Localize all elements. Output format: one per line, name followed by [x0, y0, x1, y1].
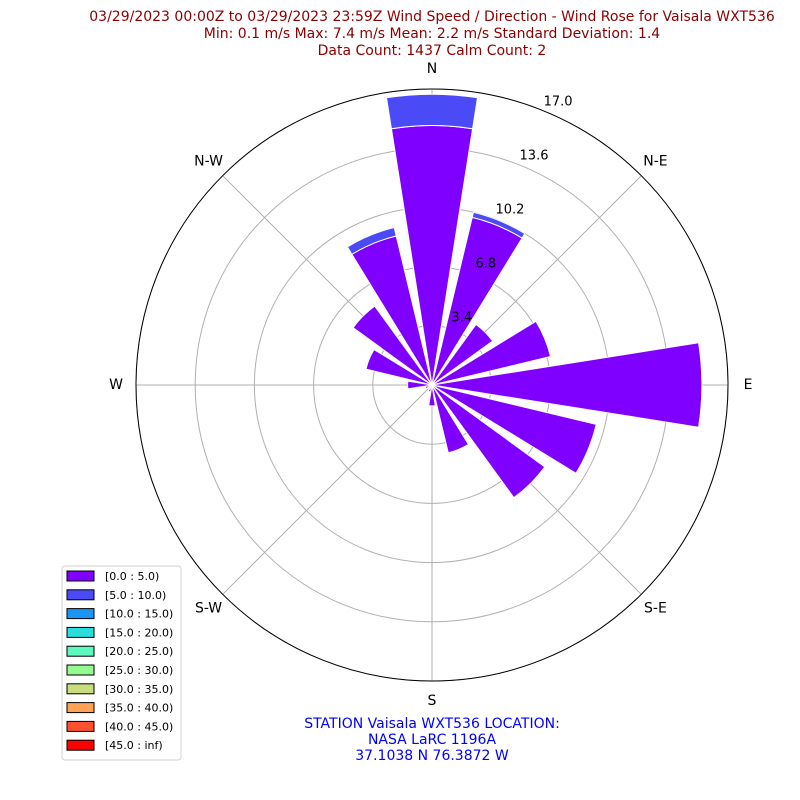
wind-bar: [352, 305, 433, 386]
direction-label: E: [744, 377, 753, 393]
chart-title: Data Count: 1437 Calm Count: 2: [318, 43, 547, 59]
wind-bar: [365, 348, 433, 386]
chart-title: Min: 0.1 m/s Max: 7.4 m/s Mean: 2.2 m/s …: [204, 26, 661, 42]
wind-bar: [431, 384, 546, 499]
legend-swatch: [66, 664, 95, 676]
legend-swatch: [66, 589, 95, 601]
legend-label: [0.0 : 5.0): [105, 570, 159, 583]
r-tick-label: 17.0: [544, 94, 573, 109]
legend-label: [15.0 : 20.0): [105, 626, 173, 639]
legend-label: [5.0 : 10.0): [105, 589, 166, 602]
direction-label: N: [427, 61, 437, 77]
station-label: NASA LaRC 1196A: [368, 732, 496, 748]
direction-label: S-E: [644, 600, 667, 616]
wind-bar: [407, 380, 433, 390]
wind-bar: [428, 384, 436, 407]
station-label: 37.1038 N 76.3872 W: [355, 748, 509, 764]
polar-frame: [135, 88, 729, 682]
wind-bar: [431, 384, 597, 474]
wind-bar: [431, 342, 703, 428]
legend-label: [30.0 : 35.0): [105, 683, 173, 696]
legend-label: [45.0 : inf): [105, 739, 163, 752]
wind-bar: [431, 384, 470, 454]
legend-swatch: [66, 702, 95, 714]
direction-label: N-W: [194, 154, 223, 170]
wind-bar: [431, 320, 552, 386]
wind-bar: [471, 211, 526, 239]
wind-bar: [346, 226, 397, 256]
legend-swatch: [66, 570, 95, 582]
legend-swatch: [66, 626, 95, 638]
direction-label: S-W: [195, 600, 222, 616]
legend-label: [25.0 : 30.0): [105, 664, 173, 677]
legend-label: [10.0 : 15.0): [105, 608, 173, 621]
legend-label: [35.0 : 40.0): [105, 702, 173, 715]
legend-label: [40.0 : 45.0): [105, 720, 173, 733]
chart-title: 03/29/2023 00:00Z to 03/29/2023 23:59Z W…: [89, 9, 775, 25]
legend-label: [20.0 : 25.0): [105, 645, 173, 658]
wind-bar: [431, 323, 494, 386]
r-tick-label: 6.8: [476, 257, 497, 272]
r-tick-label: 3.4: [451, 311, 472, 326]
direction-label: N-E: [643, 154, 667, 170]
legend-swatch: [66, 608, 95, 620]
r-tick-label: 10.2: [495, 202, 524, 217]
direction-label: S: [428, 693, 437, 709]
r-tick-label: 13.6: [520, 148, 549, 163]
legend-swatch: [66, 720, 95, 732]
wind-bar: [385, 93, 479, 130]
station-label: STATION Vaisala WXT536 LOCATION:: [304, 716, 560, 732]
direction-label: W: [109, 377, 123, 393]
wind-bar: [424, 384, 433, 390]
legend-swatch: [66, 739, 95, 751]
legend-swatch: [66, 645, 95, 657]
legend-swatch: [66, 683, 95, 695]
grid-spoke: [222, 384, 433, 595]
